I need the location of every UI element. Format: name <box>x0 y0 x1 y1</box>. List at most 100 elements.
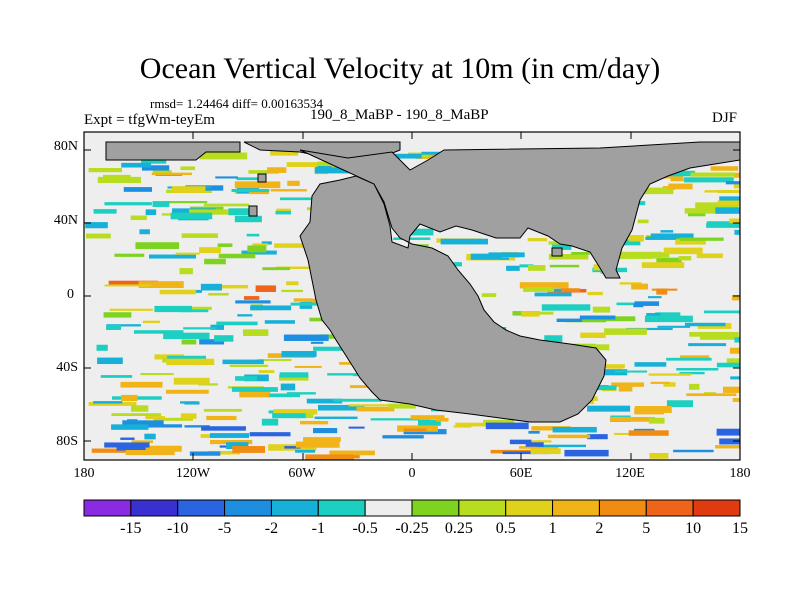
field-cell <box>276 208 291 212</box>
field-cell <box>313 427 338 434</box>
field-cell <box>435 417 449 422</box>
field-cell <box>726 358 740 364</box>
colorbar-box <box>411 499 460 517</box>
lat-label-equator: 0 <box>67 287 74 302</box>
lat-label-80n: 80N <box>53 139 78 154</box>
field-cell <box>729 347 740 354</box>
colorbar-label: -5 <box>217 520 232 537</box>
field-cell <box>203 203 250 207</box>
field-cell <box>97 357 123 365</box>
field-cell <box>152 170 172 175</box>
field-cell <box>280 383 296 391</box>
field-cell <box>666 357 712 361</box>
field-cell <box>267 167 287 173</box>
field-cell <box>485 422 529 430</box>
field-cell <box>209 433 250 438</box>
lon-label-0: 0 <box>408 466 416 481</box>
field-cell <box>305 454 354 460</box>
field-cell <box>159 289 197 295</box>
land-north-america-east <box>299 141 740 423</box>
field-cell <box>696 253 723 259</box>
field-cell <box>648 296 662 299</box>
field-cell <box>689 331 739 337</box>
colorbar-box <box>224 499 272 517</box>
field-cell <box>286 281 299 286</box>
field-cell <box>731 294 740 301</box>
field-cell <box>207 450 241 455</box>
colorbar-label: 15 <box>732 520 748 537</box>
field-cell <box>523 287 555 292</box>
field-cell <box>229 364 269 368</box>
field-cell <box>140 372 174 376</box>
field-cell <box>201 426 246 431</box>
field-cell <box>241 250 277 255</box>
field-cell <box>488 252 525 258</box>
field-cell <box>530 448 561 455</box>
field-cell <box>221 284 249 289</box>
field-cell <box>209 439 253 445</box>
colorbar-label: 1 <box>548 520 557 537</box>
field-cell <box>730 376 740 380</box>
field-cell <box>690 172 736 177</box>
field-cell <box>580 332 606 338</box>
field-cell <box>528 430 540 434</box>
field-cell <box>327 373 358 376</box>
field-cell <box>537 444 586 448</box>
field-cell <box>502 451 550 455</box>
field-cell <box>88 401 137 406</box>
field-cell <box>356 406 395 412</box>
field-cell <box>655 312 681 317</box>
field-cell <box>298 413 314 419</box>
field-cell <box>631 283 648 290</box>
field-cell <box>228 208 250 216</box>
field-cell <box>650 233 694 239</box>
field-cell <box>165 389 209 394</box>
field-cell <box>243 329 269 336</box>
field-cell <box>167 355 207 361</box>
field-cell <box>183 327 217 330</box>
field-cell <box>189 451 221 456</box>
field-cell <box>649 452 669 459</box>
field-cell <box>247 245 267 253</box>
field-cell <box>97 176 142 184</box>
field-cell <box>614 251 662 259</box>
colorbar <box>83 499 741 517</box>
field-cell <box>628 430 669 436</box>
field-cell <box>306 398 343 404</box>
field-cell <box>255 285 276 292</box>
field-cell <box>703 392 717 395</box>
lat-label-40n: 40N <box>53 213 78 228</box>
field-cell <box>528 265 546 271</box>
field-cell <box>679 371 705 375</box>
field-cell <box>637 219 649 224</box>
field-cell <box>587 434 608 440</box>
field-cell <box>287 180 300 186</box>
field-cell <box>534 292 572 297</box>
field-cell <box>114 253 145 257</box>
field-cell <box>663 247 703 255</box>
field-cell <box>549 264 580 268</box>
field-cell <box>300 420 329 425</box>
colorbar-label: 5 <box>642 520 651 537</box>
field-cell <box>231 387 278 392</box>
field-cell <box>208 292 229 296</box>
colorbar-label: 2 <box>595 520 604 537</box>
field-cell <box>518 446 559 449</box>
field-cell <box>91 448 127 453</box>
field-cell <box>152 201 170 207</box>
field-cell <box>210 324 225 330</box>
field-cell <box>370 418 420 421</box>
field-cell <box>145 445 182 452</box>
field-cell <box>273 409 318 415</box>
field-cell <box>453 425 472 428</box>
field-cell <box>725 181 740 185</box>
field-cell <box>648 373 692 376</box>
field-cell <box>270 150 299 156</box>
field-cell <box>317 404 365 411</box>
field-cell <box>153 417 194 421</box>
field-cell <box>138 281 184 289</box>
field-cell <box>111 424 149 430</box>
field-cell <box>123 187 152 192</box>
field-cell <box>719 196 740 203</box>
colorbar-box <box>317 499 366 517</box>
